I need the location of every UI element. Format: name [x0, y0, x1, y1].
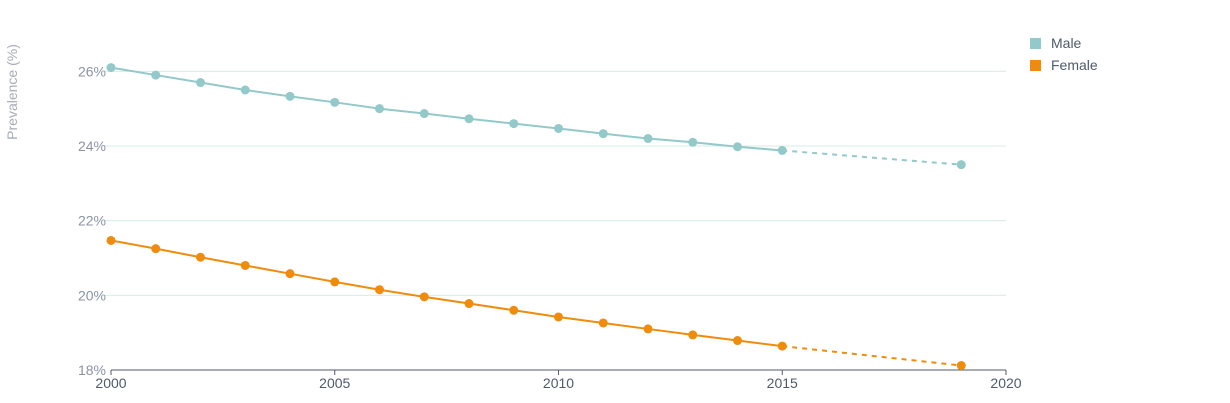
data-point	[464, 299, 474, 309]
data-point	[643, 134, 653, 144]
series-group	[106, 63, 966, 371]
data-point	[330, 97, 340, 107]
legend-label: Male	[1051, 35, 1082, 51]
data-point	[375, 104, 384, 114]
data-point	[643, 324, 653, 334]
series-line	[110, 66, 783, 152]
data-point	[777, 145, 787, 155]
gridlines	[105, 70, 1006, 296]
data-point	[151, 70, 161, 80]
data-point	[106, 63, 116, 73]
data-point	[688, 137, 698, 147]
legend-item-female[interactable]: Female	[1030, 54, 1098, 76]
data-point	[375, 285, 384, 295]
y-tick-label: 26%	[78, 63, 106, 79]
data-point	[688, 330, 698, 340]
y-tick-label: 20%	[78, 287, 106, 303]
series-line-projected	[782, 149, 962, 166]
data-point	[733, 142, 742, 152]
data-point	[151, 244, 161, 254]
data-point	[777, 341, 787, 351]
data-point	[196, 252, 205, 262]
data-point	[106, 235, 116, 245]
data-point	[509, 305, 519, 315]
series-line	[110, 239, 783, 348]
series-male	[106, 63, 966, 170]
data-point	[419, 109, 429, 119]
data-point	[419, 292, 429, 302]
y-axis-title: Prevalence (%)	[4, 44, 20, 140]
data-point	[956, 160, 966, 170]
data-point	[196, 78, 205, 88]
data-point	[598, 318, 608, 328]
data-point	[598, 129, 608, 139]
y-tick-label: 24%	[78, 138, 106, 154]
x-axis-ticks: 2000 2005 2010 2015 2020	[95, 370, 1022, 391]
y-axis-ticks: 18% 20% 22% 24% 26%	[78, 63, 106, 378]
data-point	[554, 123, 563, 133]
legend-swatch	[1030, 59, 1041, 71]
x-tick-label: 2005	[319, 375, 350, 391]
x-tick-label: 2000	[95, 375, 126, 391]
x-tick-label: 2015	[767, 375, 798, 391]
data-point	[240, 260, 250, 270]
data-point	[285, 269, 295, 279]
legend-item-male[interactable]: Male	[1030, 32, 1098, 54]
x-tick-label: 2020	[990, 375, 1021, 391]
x-tick-label: 2010	[543, 375, 574, 391]
legend-label: Female	[1051, 57, 1098, 73]
data-point	[330, 277, 340, 287]
data-point	[240, 85, 250, 95]
data-point	[509, 119, 519, 129]
data-point	[464, 114, 474, 124]
legend: Male Female	[1030, 32, 1098, 76]
y-tick-label: 22%	[78, 213, 106, 229]
series-line-projected	[782, 345, 962, 367]
data-point	[285, 91, 295, 101]
series-female	[106, 235, 966, 371]
legend-swatch	[1030, 37, 1041, 49]
data-point	[733, 336, 742, 346]
data-point	[956, 361, 966, 371]
data-point	[554, 312, 563, 322]
y-tick-label: 18%	[78, 362, 106, 378]
